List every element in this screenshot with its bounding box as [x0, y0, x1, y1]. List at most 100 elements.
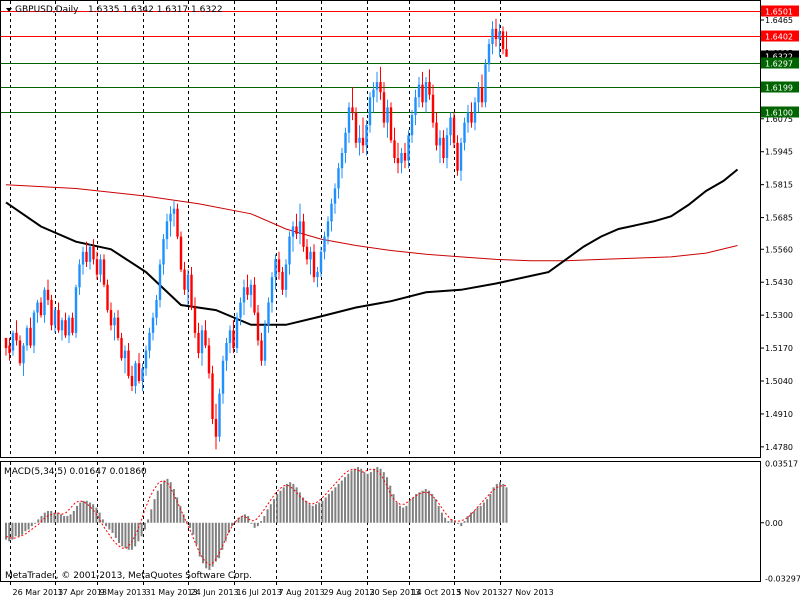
macd-bar	[266, 509, 269, 523]
macd-bar	[127, 522, 130, 550]
macd-bar	[98, 512, 101, 523]
macd-bar	[56, 512, 59, 523]
candle	[232, 320, 235, 354]
candle	[29, 317, 32, 349]
macd-bar	[489, 494, 492, 523]
level-label: 1.6100	[765, 109, 793, 118]
candle	[326, 216, 330, 245]
candle	[67, 315, 71, 343]
candle	[347, 102, 351, 143]
macd-signal-path	[5, 468, 507, 566]
candle	[228, 325, 232, 354]
candle	[501, 26, 505, 55]
date-tick-label: 29 Aug 2013	[324, 588, 375, 597]
macd-bar	[314, 504, 317, 523]
macd-bar	[111, 522, 114, 533]
macd-bar	[72, 510, 75, 523]
macd-bar	[50, 510, 53, 523]
macd-bar	[85, 500, 88, 523]
macd-bar	[308, 504, 311, 523]
candle	[494, 18, 498, 47]
chart-header-ohlc: 1.6335 1.6342 1.6317 1.6322	[88, 5, 223, 15]
triangle-down-icon[interactable]	[6, 8, 12, 12]
candle	[32, 310, 36, 354]
candle	[50, 294, 53, 331]
macd-bar	[447, 521, 450, 523]
price-tick-label: 1.5170	[765, 344, 793, 353]
candle	[372, 82, 375, 113]
candle	[176, 203, 179, 240]
macd-bar	[411, 497, 414, 523]
date-tick-label: 7 Aug 2013	[279, 588, 325, 597]
macd-bar	[302, 497, 305, 523]
macd-bar	[153, 499, 156, 523]
candle	[302, 213, 305, 252]
price-tick-label: 1.5685	[765, 214, 793, 223]
macd-bar	[124, 522, 127, 549]
candle	[246, 274, 249, 300]
macd-bar	[198, 522, 201, 557]
macd-bar	[366, 473, 369, 523]
candle	[267, 297, 270, 333]
macd-bar	[292, 483, 295, 523]
macd-bar	[21, 522, 24, 535]
candle	[225, 337, 228, 371]
macd-bar	[344, 477, 347, 523]
macd-bar	[46, 510, 49, 523]
macd-bar	[356, 467, 359, 523]
candle	[351, 87, 354, 121]
candle	[312, 244, 316, 283]
candle	[242, 279, 246, 316]
macd-bar	[450, 519, 453, 523]
candle	[298, 203, 302, 245]
chart-header-symbol: GBPUSD,Daily	[15, 5, 79, 15]
macd-bar	[17, 522, 20, 537]
macd-bar	[337, 483, 340, 523]
candle	[477, 82, 480, 113]
macd-bar	[363, 472, 366, 523]
sma-slow-line	[5, 184, 738, 262]
macd-bar	[189, 522, 192, 528]
candle	[99, 254, 102, 283]
candle	[417, 77, 421, 108]
candle	[337, 163, 340, 199]
candle	[365, 120, 368, 156]
macd-bar	[150, 509, 153, 523]
candle	[169, 206, 172, 237]
macd-bar	[147, 519, 150, 523]
macd-bar	[240, 516, 243, 523]
price-axis: 1.64651.63351.60751.59451.58151.56851.55…	[760, 16, 793, 452]
macd-bar	[444, 517, 447, 523]
candle	[71, 312, 74, 336]
candle	[106, 279, 109, 313]
candle	[92, 239, 95, 265]
macd-bar	[431, 494, 434, 523]
candle	[193, 297, 197, 338]
macd-bar	[295, 487, 298, 523]
macd-bar	[208, 522, 211, 571]
macd-bar	[82, 500, 85, 523]
macd-bar	[505, 487, 508, 523]
macd-bar	[5, 522, 7, 540]
candle	[134, 360, 137, 394]
candle	[78, 259, 81, 295]
macd-bar	[176, 497, 179, 523]
macd-bar	[392, 494, 395, 523]
candle	[316, 267, 319, 288]
candle	[463, 117, 466, 151]
candle	[288, 231, 291, 275]
candle	[141, 363, 144, 392]
macd-bar	[418, 492, 421, 523]
macd-bar	[37, 519, 40, 523]
price-tick-label: 1.4780	[765, 443, 793, 452]
price-tick-label: 1.5430	[765, 278, 793, 287]
macd-bar	[324, 497, 327, 523]
candle	[407, 130, 410, 169]
candle	[249, 279, 253, 308]
macd-bar	[205, 522, 208, 569]
macd-panel-border	[0, 461, 761, 582]
candle	[253, 277, 256, 316]
macd-bar	[279, 490, 282, 523]
macd-bar	[495, 483, 498, 523]
candle	[438, 130, 442, 164]
